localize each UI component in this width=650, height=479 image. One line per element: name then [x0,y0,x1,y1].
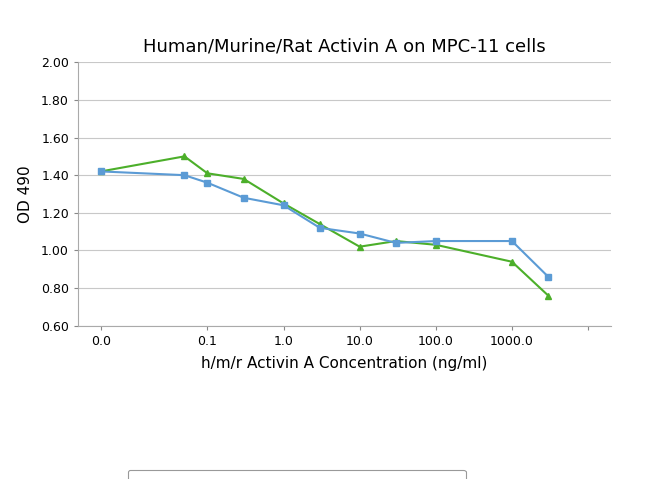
WHO Human Activin A [203,171,211,176]
Line: WHO Human Activin A: WHO Human Activin A [98,153,552,299]
Line: PeproTech Human/Murine/Rat Activin A: PeproTech Human/Murine/Rat Activin A [98,168,552,280]
WHO Human Activin A [97,169,105,174]
PeproTech Human/Murine/Rat Activin A [356,230,363,236]
WHO Human Activin A [280,201,287,206]
PeproTech Human/Murine/Rat Activin A [544,274,552,280]
WHO Human Activin A [181,153,188,159]
PeproTech Human/Murine/Rat Activin A [508,238,516,244]
WHO Human Activin A [508,259,516,264]
Title: Human/Murine/Rat Activin A on MPC-11 cells: Human/Murine/Rat Activin A on MPC-11 cel… [143,37,546,55]
PeproTech Human/Murine/Rat Activin A [97,169,105,174]
PeproTech Human/Murine/Rat Activin A [240,195,248,201]
PeproTech Human/Murine/Rat Activin A [316,225,324,231]
PeproTech Human/Murine/Rat Activin A [392,240,400,246]
PeproTech Human/Murine/Rat Activin A [280,203,287,208]
WHO Human Activin A [392,238,400,244]
PeproTech Human/Murine/Rat Activin A [203,180,211,185]
Y-axis label: OD 490: OD 490 [18,165,32,223]
WHO Human Activin A [356,244,363,250]
WHO Human Activin A [544,293,552,298]
PeproTech Human/Murine/Rat Activin A [181,172,188,178]
Legend: WHO Human Activin A, PeproTech Human/Murine/Rat Activin A: WHO Human Activin A, PeproTech Human/Mur… [127,469,466,479]
WHO Human Activin A [432,242,439,248]
WHO Human Activin A [240,176,248,182]
WHO Human Activin A [316,221,324,227]
PeproTech Human/Murine/Rat Activin A [432,238,439,244]
X-axis label: h/m/r Activin A Concentration (ng/ml): h/m/r Activin A Concentration (ng/ml) [202,356,488,371]
